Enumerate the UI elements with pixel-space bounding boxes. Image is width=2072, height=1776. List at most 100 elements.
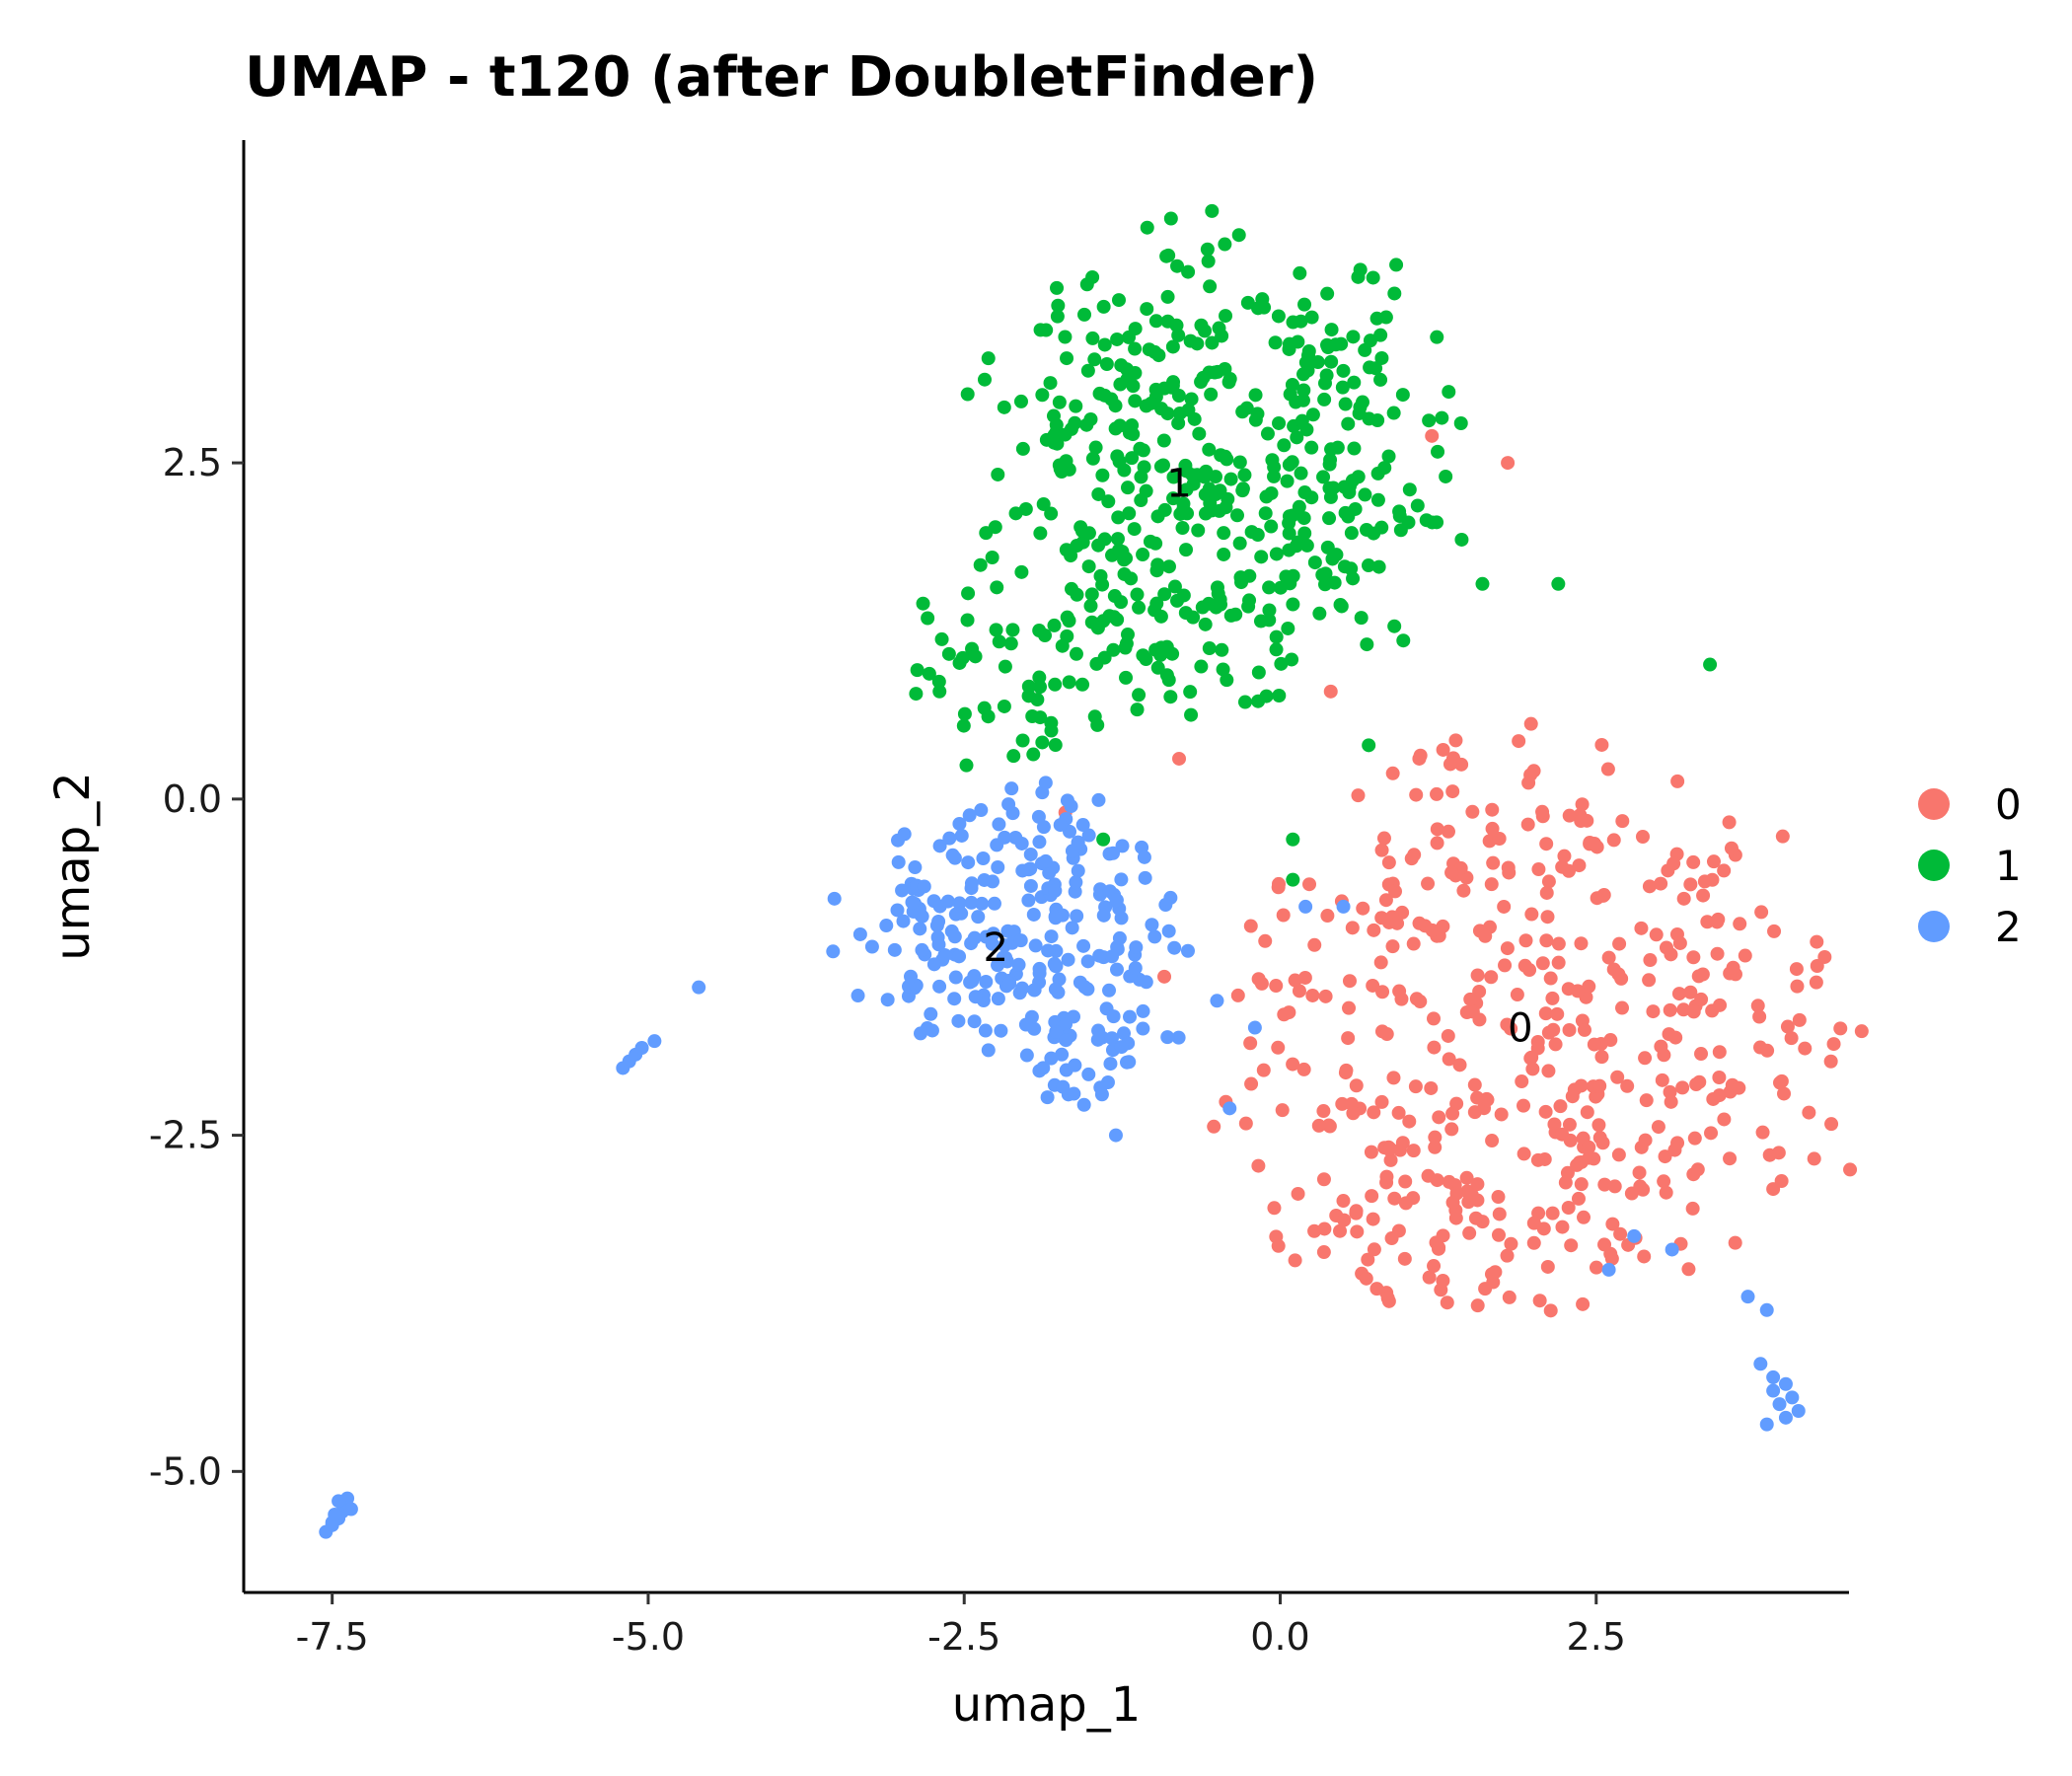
data-point bbox=[998, 830, 1012, 845]
data-point bbox=[1430, 515, 1444, 530]
data-point bbox=[926, 957, 941, 972]
data-point bbox=[1689, 1077, 1704, 1092]
data-point bbox=[1694, 1047, 1709, 1062]
data-point bbox=[1767, 924, 1782, 938]
data-point bbox=[1194, 659, 1209, 674]
data-point bbox=[1183, 685, 1198, 700]
data-point bbox=[1112, 418, 1127, 433]
data-point bbox=[1204, 387, 1219, 402]
data-point bbox=[1436, 1273, 1450, 1288]
data-point bbox=[864, 939, 879, 954]
data-point bbox=[1166, 470, 1181, 484]
data-point bbox=[1211, 364, 1225, 379]
data-point bbox=[1310, 354, 1325, 369]
data-point bbox=[1385, 939, 1400, 954]
data-point bbox=[915, 942, 929, 957]
data-point bbox=[1071, 863, 1085, 878]
data-point bbox=[1360, 637, 1374, 652]
data-point bbox=[1076, 938, 1091, 953]
data-point bbox=[1658, 1149, 1672, 1164]
data-point bbox=[1107, 610, 1122, 625]
data-point bbox=[1346, 1106, 1361, 1121]
data-point bbox=[1105, 949, 1120, 964]
data-point bbox=[1081, 526, 1096, 541]
data-point bbox=[1443, 757, 1457, 772]
data-point bbox=[1053, 818, 1068, 833]
data-point bbox=[1463, 992, 1478, 1006]
data-point bbox=[998, 938, 1012, 953]
data-point bbox=[962, 808, 977, 823]
data-point bbox=[1312, 606, 1327, 621]
data-point bbox=[1324, 323, 1339, 337]
data-point bbox=[1269, 547, 1284, 561]
data-point bbox=[1237, 468, 1252, 482]
data-point bbox=[981, 709, 996, 724]
data-point bbox=[1387, 286, 1402, 301]
data-point bbox=[1428, 1140, 1443, 1154]
data-point bbox=[1342, 974, 1357, 989]
data-point bbox=[1601, 950, 1616, 965]
data-point bbox=[1470, 1090, 1485, 1105]
data-point bbox=[942, 831, 957, 846]
data-point bbox=[945, 848, 960, 862]
data-point bbox=[1111, 293, 1126, 308]
data-point bbox=[1202, 641, 1217, 656]
data-point bbox=[1427, 1040, 1442, 1055]
data-point bbox=[1232, 536, 1247, 551]
data-point bbox=[1093, 568, 1108, 583]
data-point bbox=[1282, 526, 1296, 541]
data-point bbox=[1843, 1162, 1858, 1177]
data-point bbox=[1780, 1019, 1795, 1034]
data-point bbox=[1525, 1062, 1540, 1076]
data-point bbox=[1167, 940, 1182, 955]
data-point bbox=[634, 1041, 649, 1055]
data-point bbox=[1350, 1224, 1365, 1239]
data-point bbox=[951, 1013, 966, 1028]
data-point bbox=[1145, 918, 1159, 932]
data-point bbox=[1260, 426, 1275, 441]
data-point bbox=[1080, 954, 1095, 969]
data-point bbox=[1060, 793, 1074, 808]
data-point bbox=[1136, 443, 1150, 458]
data-point bbox=[1361, 1252, 1375, 1267]
data-point bbox=[1103, 1057, 1118, 1072]
data-point bbox=[1081, 559, 1096, 574]
data-point bbox=[1706, 1091, 1721, 1106]
data-point bbox=[1154, 640, 1169, 655]
data-point bbox=[1500, 941, 1515, 956]
data-point bbox=[1114, 595, 1129, 610]
data-point bbox=[987, 896, 1001, 911]
data-point bbox=[1076, 1097, 1091, 1112]
data-point bbox=[1497, 899, 1512, 914]
data-point bbox=[913, 922, 927, 936]
data-point bbox=[981, 1043, 996, 1058]
data-point bbox=[1049, 959, 1064, 974]
data-point bbox=[967, 1014, 982, 1029]
data-point bbox=[1217, 526, 1231, 541]
data-point bbox=[1453, 415, 1468, 430]
data-point bbox=[1485, 821, 1500, 836]
data-point bbox=[1179, 543, 1194, 557]
data-point bbox=[1215, 642, 1229, 657]
data-point bbox=[1023, 847, 1038, 861]
data-point bbox=[1335, 380, 1350, 395]
data-point bbox=[827, 891, 842, 906]
data-point bbox=[1184, 707, 1199, 722]
data-point bbox=[1543, 1303, 1558, 1318]
data-point bbox=[979, 975, 994, 990]
data-point bbox=[1359, 1271, 1373, 1286]
data-point bbox=[1501, 860, 1516, 875]
data-point bbox=[1387, 619, 1402, 633]
data-point bbox=[1172, 751, 1187, 766]
data-point bbox=[1766, 1182, 1781, 1197]
data-point bbox=[1124, 571, 1139, 586]
y-axis-ticks: -5.0 -2.5 0.0 2.5 bbox=[149, 441, 244, 1493]
data-point bbox=[1541, 874, 1556, 889]
data-point bbox=[1220, 673, 1234, 688]
data-point bbox=[1036, 496, 1051, 511]
data-point bbox=[1562, 1022, 1577, 1037]
data-point bbox=[1161, 924, 1176, 938]
data-point bbox=[1043, 376, 1058, 391]
data-point bbox=[1028, 938, 1043, 953]
data-point bbox=[1587, 836, 1601, 851]
